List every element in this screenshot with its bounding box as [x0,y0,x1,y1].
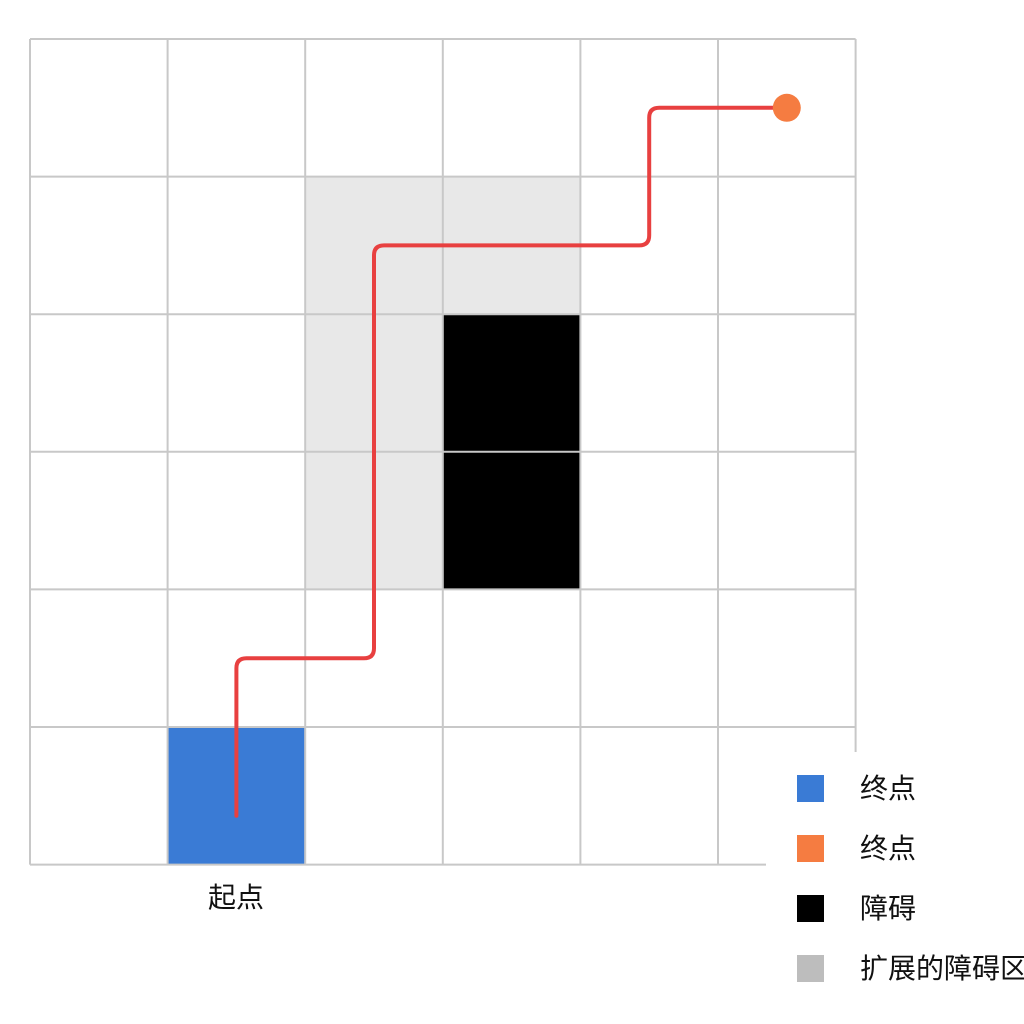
legend-label-start: 终点 [860,772,916,805]
legend: 终点 终点 障碍 扩展的障碍区 [797,772,1024,985]
start-label: 起点 [208,881,264,914]
cell-obstacle [442,314,581,452]
legend-label-obstacle: 障碍 [860,892,916,925]
legend-swatch-obstacle [797,895,824,922]
cell-obstacle [442,451,581,590]
planned-path [234,93,801,818]
goal-marker [772,93,801,122]
legend-label-expanded-obstacle: 扩展的障碍区 [860,952,1024,985]
legend-label-goal: 终点 [860,832,916,865]
grid-lines [29,38,1024,1024]
legend-swatch-goal [797,835,824,862]
legend-swatch-expanded-obstacle [797,955,824,982]
path-line [234,105,777,818]
legend-swatch-start [797,775,824,802]
